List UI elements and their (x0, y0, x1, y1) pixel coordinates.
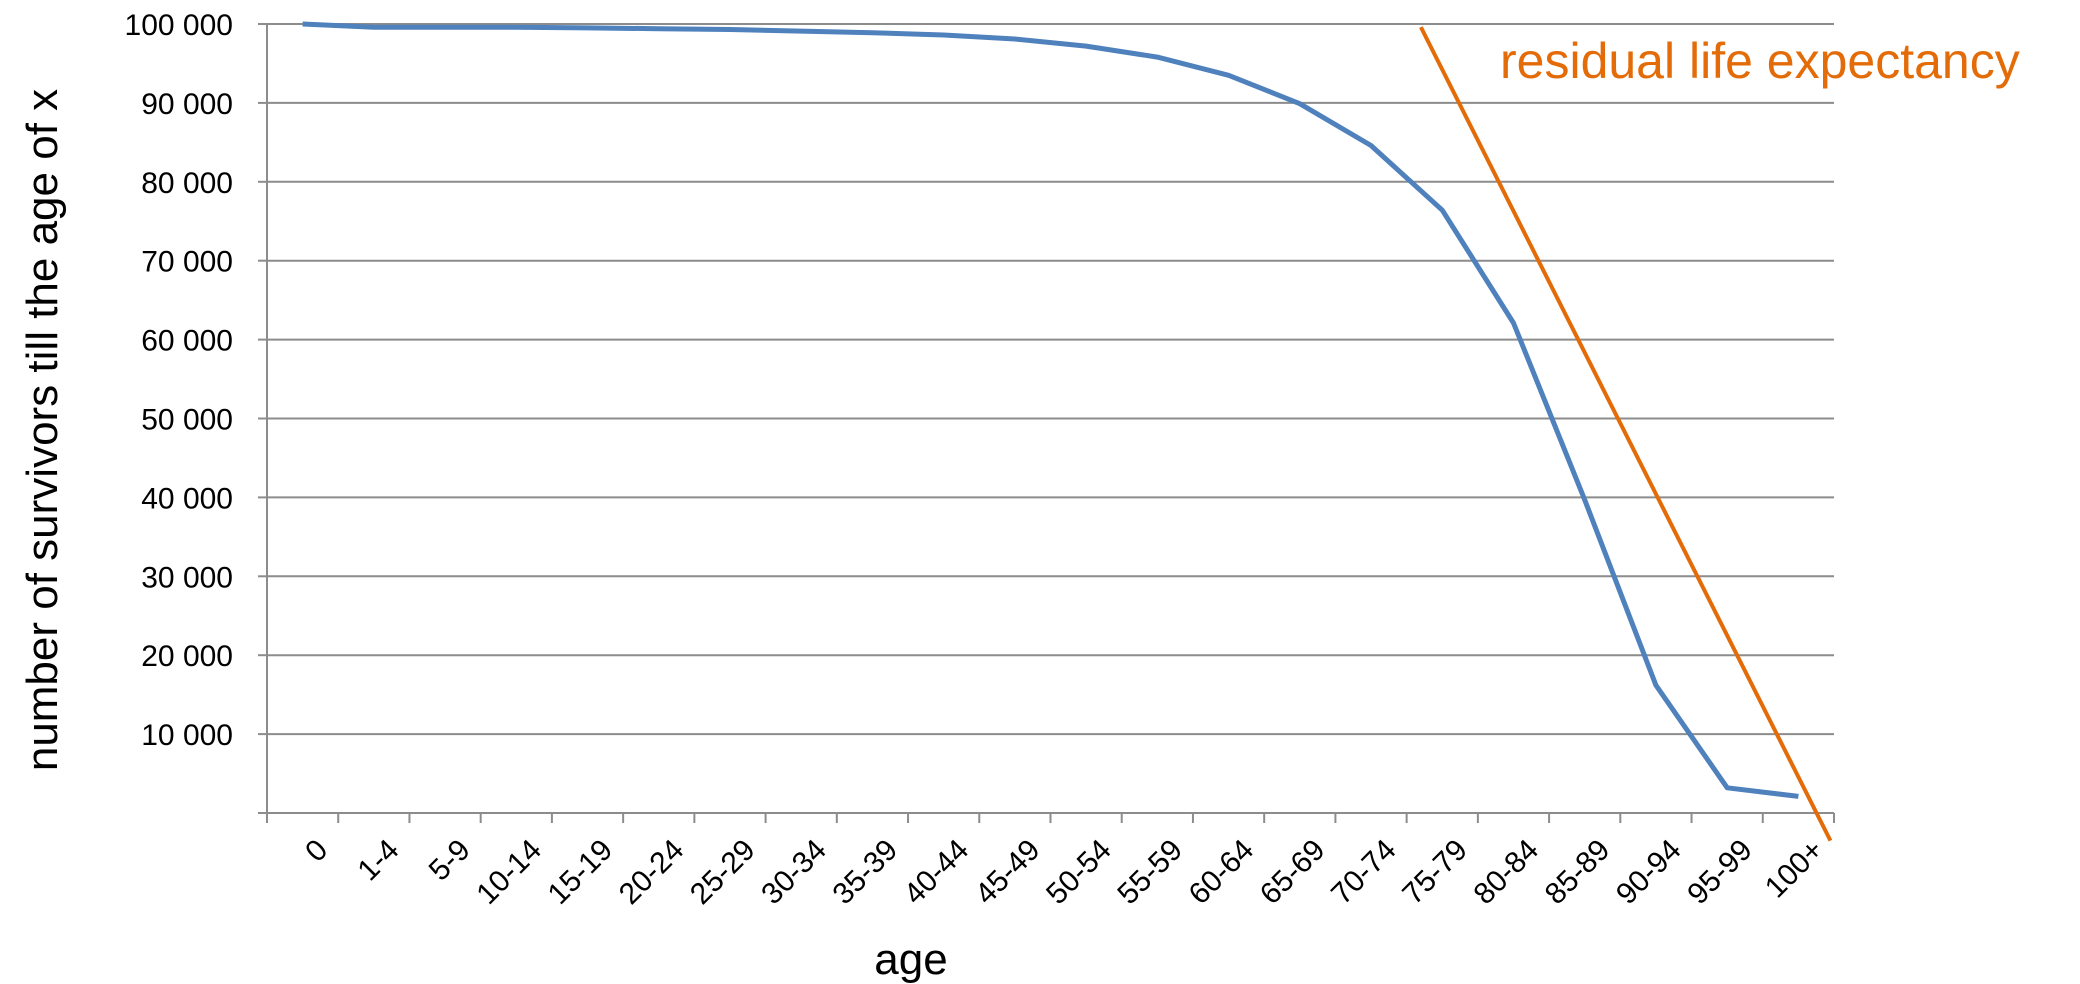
y-tick-label: 30 000 (141, 561, 233, 594)
axes (258, 23, 1835, 823)
y-tick-label: 10 000 (141, 719, 233, 752)
x-tick-labels: 0 1-4 5-910-1415-1920-2425-2930-3435-3940-… (299, 833, 1830, 911)
y-tick-label: 80 000 (141, 167, 233, 200)
x-tick-label: 0 (299, 833, 334, 868)
residual-life-expectancy-line (1419, 26, 1833, 842)
y-tick-label: 60 000 (141, 325, 233, 358)
x-tick-label: 95-99 (1681, 833, 1759, 911)
x-tick-label: 100+ (1759, 833, 1830, 904)
x-tick-label: 65-69 (1254, 833, 1332, 911)
x-tick-label: 75-79 (1396, 833, 1474, 911)
y-axis-title: number of survivors till the age of x (18, 89, 67, 771)
y-tick-label: 90 000 (141, 88, 233, 121)
x-tick-label: 55-59 (1111, 833, 1189, 911)
x-tick-label: 30-34 (755, 833, 833, 911)
y-tick-label: 70 000 (141, 246, 233, 279)
x-tick-label: 10-14 (470, 833, 548, 911)
x-axis-title: age (874, 935, 947, 984)
x-tick-label: 90-94 (1610, 833, 1688, 911)
survivors-series-line (302, 21, 1799, 799)
y-tick-label: 50 000 (141, 404, 233, 437)
x-tick-label: 20-24 (613, 833, 691, 911)
annotation-label: residual life expectancy (1500, 33, 2020, 89)
x-tick-label: 15-19 (542, 833, 620, 911)
y-tick-labels: 10 000 20 000 30 000 40 000 50 000 60 000 70 0… (125, 9, 233, 752)
y-tick-label: 20 000 (141, 640, 233, 673)
x-tick-label: 25-29 (684, 833, 762, 911)
x-tick-label: 35-39 (826, 833, 904, 911)
x-tick-label: 70-74 (1325, 833, 1403, 911)
x-tick-label: 5-9 (423, 833, 477, 887)
x-tick-label: 1-4 (352, 833, 406, 887)
series-group (302, 21, 1799, 799)
x-tick-label: 50-54 (1040, 833, 1118, 911)
y-tick-label: 100 000 (125, 9, 233, 42)
x-tick-label: 80-84 (1468, 833, 1546, 911)
x-tick-label: 45-49 (969, 833, 1047, 911)
x-tick-label: 60-64 (1183, 833, 1261, 911)
grid-lines (267, 23, 1834, 736)
x-tick-label: 40-44 (898, 833, 976, 911)
x-tick-label: 85-89 (1539, 833, 1617, 911)
annotation-group (1419, 26, 1833, 842)
y-tick-label: 40 000 (141, 482, 233, 515)
